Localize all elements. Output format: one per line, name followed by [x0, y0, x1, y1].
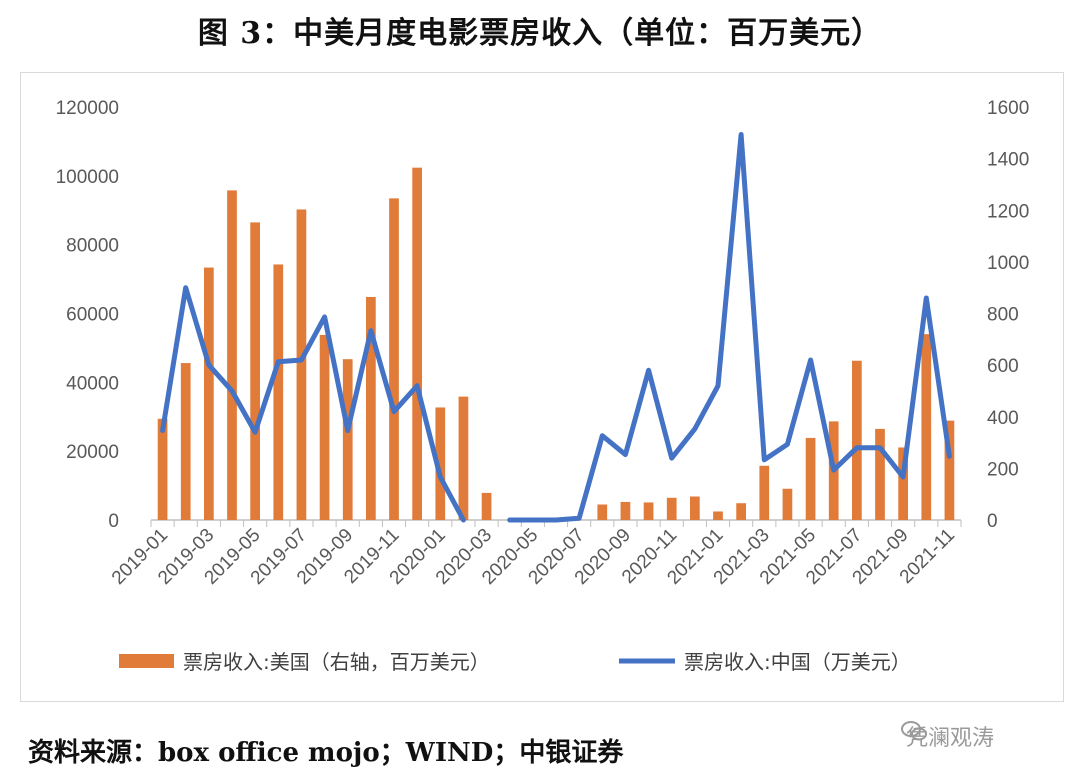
right-tick-label: 400 [987, 408, 1019, 429]
bar-us [180, 363, 191, 520]
bar-us [898, 447, 909, 520]
bar-us [481, 492, 492, 520]
bar-us [782, 488, 793, 520]
bar-us [296, 209, 307, 520]
bar-us [759, 465, 770, 520]
bar-us [412, 167, 423, 521]
left-tick-label: 120000 [56, 98, 119, 119]
bar-us [805, 437, 816, 520]
left-tick-label: 80000 [66, 236, 119, 257]
bar-us [273, 264, 284, 520]
right-tick-label: 800 [987, 305, 1019, 326]
left-tick-label: 0 [108, 511, 119, 532]
bar-us [689, 496, 700, 520]
bar-us [736, 503, 747, 520]
left-tick-label: 100000 [56, 167, 119, 188]
bar-us [203, 267, 214, 520]
line-china-segment [160, 285, 466, 523]
right-tick-label: 1000 [987, 253, 1029, 274]
bar-us [458, 396, 469, 520]
bar-us [851, 360, 862, 520]
chart-frame: 0 20000 40000 60000 80000 100000 120000 0 200 400… [20, 72, 1064, 702]
bar-us [250, 222, 261, 520]
legend-label-us: 票房收入:美国（右轴，百万美元） [183, 650, 490, 674]
bar-us [713, 511, 723, 520]
watermark: 凭澜观涛 [900, 720, 994, 752]
bar-us [342, 359, 353, 520]
right-tick-label: 200 [987, 459, 1019, 480]
left-tick-label: 60000 [66, 305, 119, 326]
bar-us [643, 502, 654, 520]
bar-us [365, 296, 376, 520]
bar-us [435, 407, 446, 520]
left-tick-label: 20000 [66, 442, 119, 463]
bar-us [921, 334, 932, 520]
line-china-segment [507, 132, 952, 523]
bar-us [157, 418, 168, 520]
chart-svg: 0 20000 40000 60000 80000 100000 120000 0 200 400… [56, 98, 1030, 674]
bar-us [389, 198, 399, 520]
right-tick-label: 1200 [987, 201, 1029, 222]
right-tick-label: 0 [987, 511, 998, 532]
left-tick-label: 40000 [66, 373, 119, 394]
right-tick-label: 600 [987, 356, 1019, 377]
right-tick-label: 1600 [987, 98, 1029, 119]
legend-swatch-us [119, 654, 174, 668]
bar-us [875, 428, 885, 520]
bar-us [620, 501, 631, 520]
source-note: 资料来源：box office mojo；WIND；中银证券 [28, 738, 624, 768]
legend-label-china: 票房收入:中国（万美元） [684, 650, 911, 674]
bar-us [666, 497, 677, 520]
figure-title: 图 3：中美月度电影票房收入（单位：百万美元） [197, 16, 883, 51]
bar-us [597, 504, 608, 520]
line-series-china [160, 132, 952, 523]
bar-us [227, 190, 237, 520]
legend: 票房收入:美国（右轴，百万美元） 票房收入:中国（万美元） [119, 650, 911, 674]
bar-us [319, 334, 330, 520]
bar-us [944, 420, 955, 520]
right-tick-label: 1400 [987, 150, 1029, 171]
